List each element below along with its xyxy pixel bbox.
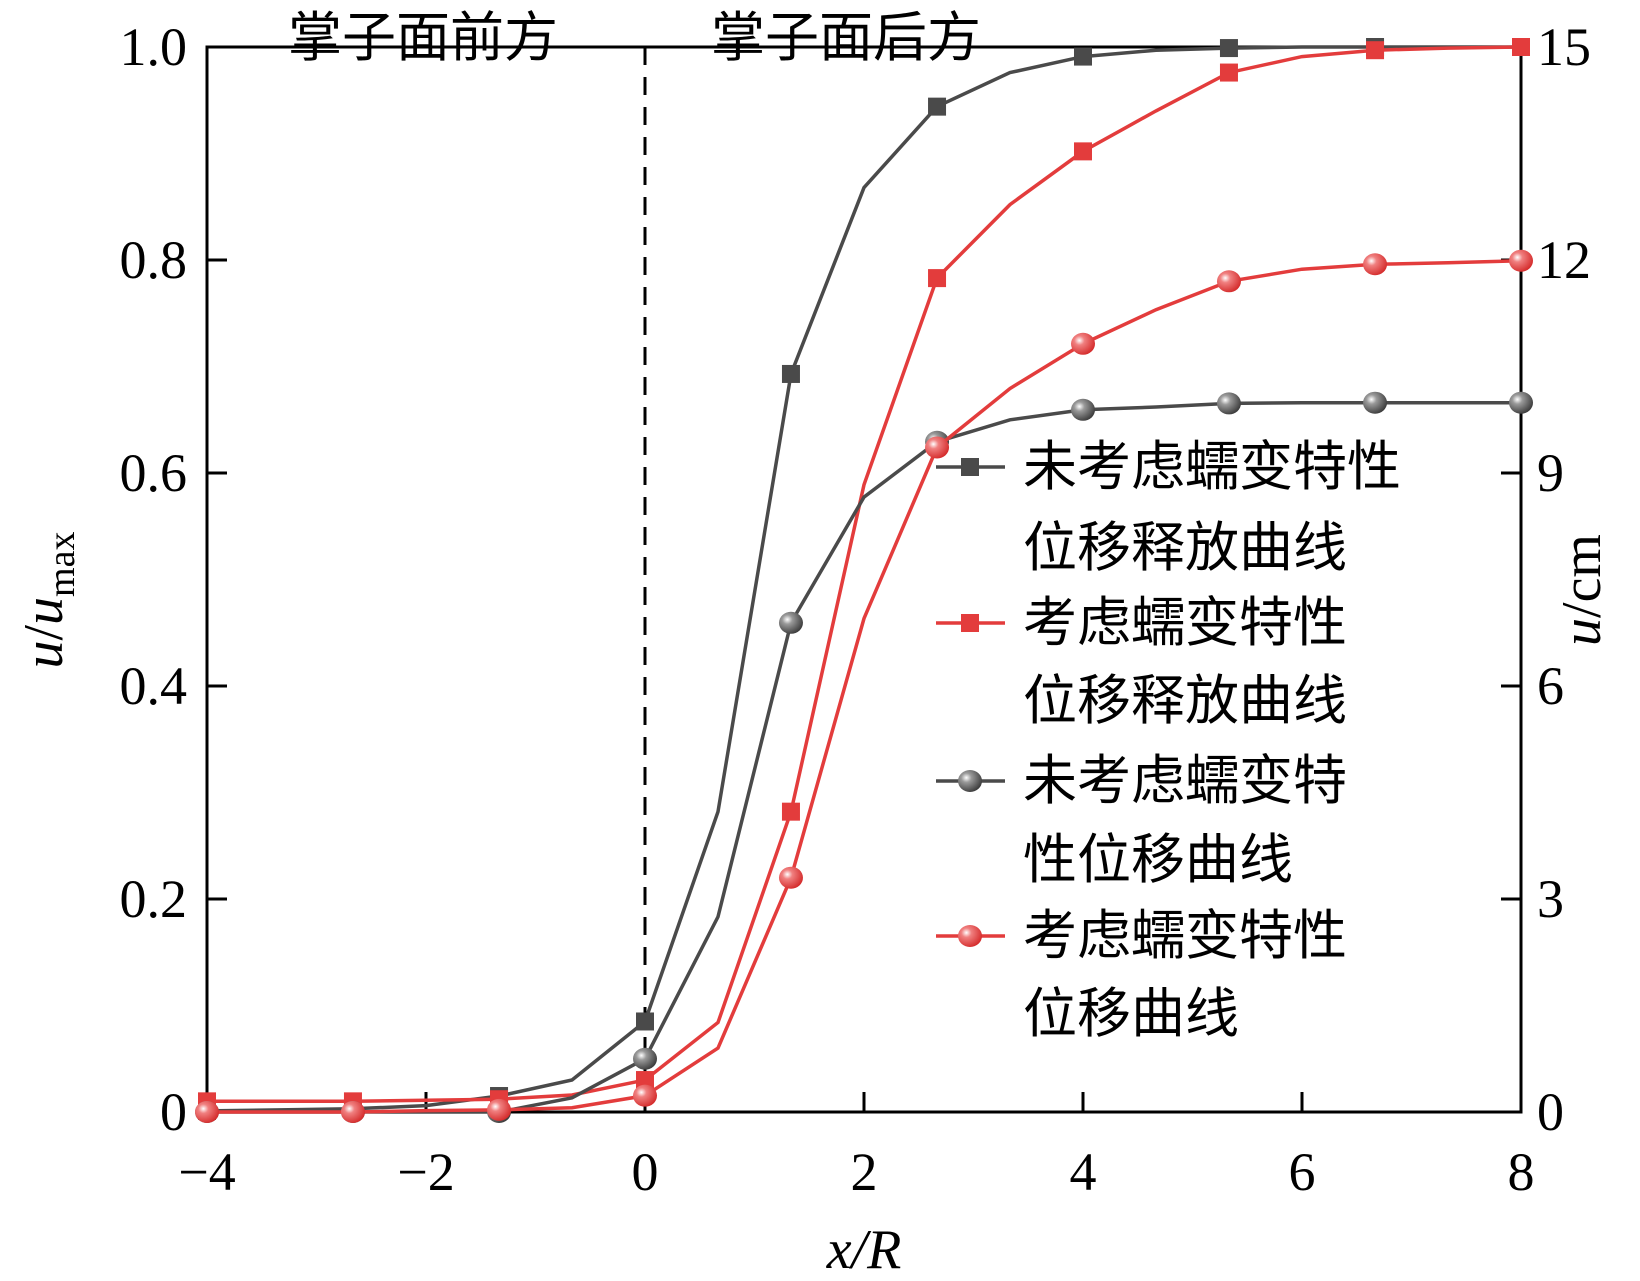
series-2-point	[928, 269, 947, 288]
series-3-point	[1509, 391, 1533, 414]
x-tick-label: 4	[1070, 1142, 1097, 1202]
series-2-point	[1512, 38, 1530, 56]
x-axis-title: x/R	[826, 1219, 902, 1281]
series-1-point	[781, 364, 800, 383]
legend-label: 未考虑蠕变特性	[1023, 437, 1401, 497]
series-3-point	[778, 611, 803, 634]
legend-label: 考虑蠕变特性	[1023, 906, 1347, 966]
series-4-point	[778, 866, 803, 889]
annotation-before-face: 掌子面前方	[288, 8, 558, 68]
series-4-point	[340, 1101, 365, 1123]
legend-marker-4	[958, 925, 982, 947]
series-4-point	[1071, 332, 1095, 355]
series-4-point	[195, 1101, 219, 1123]
series-2-point	[781, 802, 800, 821]
legend-marker-1	[961, 458, 979, 476]
x-tick-label: −2	[397, 1142, 454, 1202]
y-right-tick-label: 3	[1537, 869, 1564, 929]
series-3-point	[1216, 392, 1241, 415]
series-1-point	[636, 1012, 654, 1031]
series-1-line	[206, 45, 1521, 1113]
series-4-point	[1363, 253, 1388, 276]
x-tick-label: 6	[1289, 1142, 1316, 1202]
x-tick-label: 0	[632, 1142, 659, 1202]
legend-label: 性位移曲线	[1023, 830, 1293, 890]
series-3-point	[633, 1047, 657, 1070]
series-group	[195, 38, 1533, 1123]
legend-label: 位移释放曲线	[1023, 671, 1347, 731]
y-left-tick-label: 0.6	[120, 443, 188, 503]
legend-marker-3	[958, 770, 982, 792]
y-right-tick-label: 9	[1537, 443, 1564, 503]
x-tick-label: −4	[178, 1142, 235, 1202]
legend-label: 考虑蠕变特性	[1023, 593, 1347, 653]
y-left-tick-label: 0	[160, 1082, 187, 1142]
y-right-tick-label: 15	[1537, 17, 1591, 77]
y-right-tick-label: 12	[1537, 230, 1591, 290]
y-right-axis-title: u/cm	[1551, 534, 1613, 646]
series-2-point	[636, 1071, 654, 1090]
series-2-point	[1366, 41, 1385, 60]
series-2-point	[1219, 63, 1238, 82]
y-right-tick-label: 0	[1537, 1082, 1564, 1142]
legend: 未考虑蠕变特性位移释放曲线考虑蠕变特性位移释放曲线未考虑蠕变特性位移曲线考虑蠕变…	[936, 437, 1401, 1044]
y-left-tick-label: 0.2	[120, 869, 188, 929]
series-4-point	[487, 1098, 512, 1121]
series-4-point	[1216, 270, 1241, 293]
series-1-point	[1219, 39, 1238, 58]
series-1-point	[1074, 47, 1092, 66]
y-left-tick-label: 0.8	[120, 230, 188, 290]
legend-marker-2	[961, 614, 979, 632]
x-tick-label: 2	[851, 1142, 878, 1202]
legend-label: 未考虑蠕变特	[1023, 751, 1347, 811]
series-3-point	[1363, 391, 1388, 414]
series-4-point	[925, 436, 950, 459]
annotation-after-face: 掌子面后方	[711, 8, 981, 68]
series-1-point	[928, 97, 947, 116]
legend-label: 位移曲线	[1023, 984, 1239, 1044]
series-4-line	[207, 258, 1522, 1114]
x-tick-label: 8	[1508, 1142, 1535, 1202]
y-left-axis-title: u/umax	[13, 532, 83, 669]
series-3-point	[1071, 398, 1095, 421]
y-left-tick-label: 0.4	[120, 656, 188, 716]
y-right-tick-label: 6	[1537, 656, 1564, 716]
series-2-point	[1074, 142, 1092, 161]
series-4-point	[1509, 249, 1533, 272]
series-2-line	[207, 45, 1522, 1104]
y-left-tick-label: 1.0	[120, 17, 188, 77]
legend-label: 位移释放曲线	[1023, 518, 1347, 578]
series-4-point	[633, 1084, 657, 1107]
